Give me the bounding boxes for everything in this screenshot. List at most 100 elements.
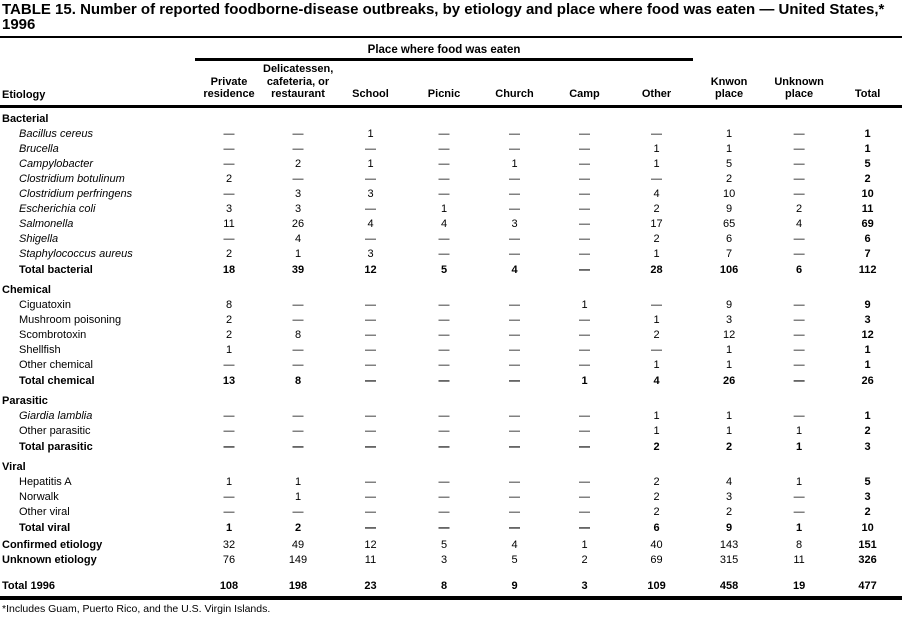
value-cell: 3 <box>864 313 871 326</box>
value-cell: 5 <box>864 475 871 488</box>
value-cell: 2 <box>225 328 233 341</box>
spanner-spacer-left <box>0 38 195 60</box>
value-cell: 12 <box>722 328 736 341</box>
row-label: Hepatitis A <box>19 475 72 488</box>
etiology-row: Staphylococcus aureus 2 1 3 — — — 1 7 — 7 <box>0 246 902 261</box>
value-cell: — <box>223 142 235 155</box>
value-cell: — <box>292 127 304 140</box>
value-cell: 10 <box>722 187 736 200</box>
etiology-row: Scombrotoxin 2 8 — — — — 2 12 — 12 <box>0 327 902 342</box>
value-cell: 2 <box>653 328 660 341</box>
value-cell: — <box>365 142 376 155</box>
row-label: Other chemical <box>19 358 93 371</box>
value-cell: 1 <box>653 424 660 437</box>
value-cell: — <box>438 328 450 341</box>
value-cell: — <box>438 409 450 422</box>
etiology-row: Hepatitis A 1 1 — — — — 2 4 1 5 <box>0 474 902 489</box>
value-cell: — <box>223 424 235 437</box>
value-cell: 4 <box>440 217 448 230</box>
value-cell: — <box>793 247 805 260</box>
value-cell: — <box>365 298 376 311</box>
value-cell: 7 <box>726 247 733 260</box>
value-cell: — <box>579 247 590 260</box>
etiology-row: Norwalk — 1 — — — — 2 3 — 3 <box>0 489 902 504</box>
value-cell: — <box>438 475 450 488</box>
value-cell: 2 <box>726 440 733 453</box>
row-label: Salmonella <box>19 217 74 230</box>
value-cell: — <box>509 475 520 488</box>
value-cell: 106 <box>719 263 739 276</box>
value-cell: — <box>438 374 450 387</box>
column-header-picnic: Picnic <box>408 59 480 108</box>
table-title: TABLE 15. Number of reported foodborne-d… <box>0 0 902 38</box>
value-cell: 1 <box>796 521 803 534</box>
value-cell: — <box>438 521 450 534</box>
value-cell: 1 <box>796 475 803 488</box>
value-cell: — <box>651 127 663 140</box>
value-cell: — <box>509 358 520 371</box>
value-cell: — <box>579 409 590 422</box>
value-cell: 3 <box>367 247 374 260</box>
value-cell: 10 <box>861 187 874 200</box>
column-header-total: Total <box>833 59 902 108</box>
row-label: Confirmed etiology <box>2 538 103 551</box>
value-cell: 1 <box>511 157 518 170</box>
value-cell: — <box>365 328 376 341</box>
value-cell: 151 <box>858 538 877 551</box>
value-cell: — <box>365 475 376 488</box>
value-cell: — <box>438 142 450 155</box>
value-cell: — <box>579 424 590 437</box>
value-cell: — <box>292 343 304 356</box>
outbreaks-table: Place where food was eaten Etiology Priv… <box>0 38 902 600</box>
value-cell: — <box>509 521 520 534</box>
value-cell: 1 <box>440 202 448 215</box>
value-cell: 1 <box>225 343 233 356</box>
etiology-row: Clostridium botulinum 2 — — — — — — 2 — 2 <box>0 171 902 186</box>
value-cell: — <box>509 172 520 185</box>
value-cell: 1 <box>796 440 803 453</box>
etiology-row: Campylobacter — 2 1 — 1 — 1 5 — 5 <box>0 156 902 171</box>
value-cell: — <box>438 505 450 518</box>
value-cell: 2 <box>294 157 302 170</box>
value-cell: 39 <box>291 263 305 276</box>
value-cell: — <box>579 313 590 326</box>
value-cell: 1 <box>864 142 871 155</box>
value-cell: — <box>438 298 450 311</box>
value-cell: 3 <box>294 202 302 215</box>
value-cell: — <box>365 409 376 422</box>
value-cell: — <box>438 247 450 260</box>
value-cell: 69 <box>861 217 874 230</box>
value-cell: 3 <box>294 187 302 200</box>
value-cell: 18 <box>222 263 236 276</box>
value-cell: — <box>579 263 590 276</box>
row-label: Escherichia coli <box>19 202 96 215</box>
value-cell: 1 <box>225 475 233 488</box>
value-cell: — <box>579 521 590 534</box>
value-cell: — <box>365 313 376 326</box>
value-cell: 108 <box>195 566 263 600</box>
value-cell: — <box>651 343 663 356</box>
column-header-delicatessen-cafeteria-or-restaurant: Delicatessen, cafeteria, or restaurant <box>263 59 333 108</box>
row-label: Unknown etiology <box>2 553 97 566</box>
value-cell: 2 <box>653 475 660 488</box>
value-cell: 2 <box>864 505 871 518</box>
value-cell: 13 <box>222 374 236 387</box>
value-cell: — <box>223 440 235 453</box>
value-cell: — <box>579 127 590 140</box>
value-cell: — <box>292 505 304 518</box>
etiology-row: Salmonella 11 26 4 4 3 — 17 65 4 69 <box>0 216 902 231</box>
value-cell: — <box>365 490 376 503</box>
spanner-heading: Place where food was eaten <box>195 38 694 61</box>
value-cell: 65 <box>722 217 736 230</box>
value-cell: — <box>223 505 235 518</box>
row-label: Total viral <box>19 521 71 534</box>
value-cell: 8 <box>294 328 302 341</box>
value-cell: 1 <box>864 343 871 356</box>
value-cell: 1 <box>294 247 302 260</box>
value-cell: 4 <box>653 187 660 200</box>
column-header-school: School <box>333 59 408 108</box>
value-cell: 198 <box>263 566 333 600</box>
row-label: Mushroom poisoning <box>19 313 122 326</box>
value-cell: 1 <box>581 374 588 387</box>
